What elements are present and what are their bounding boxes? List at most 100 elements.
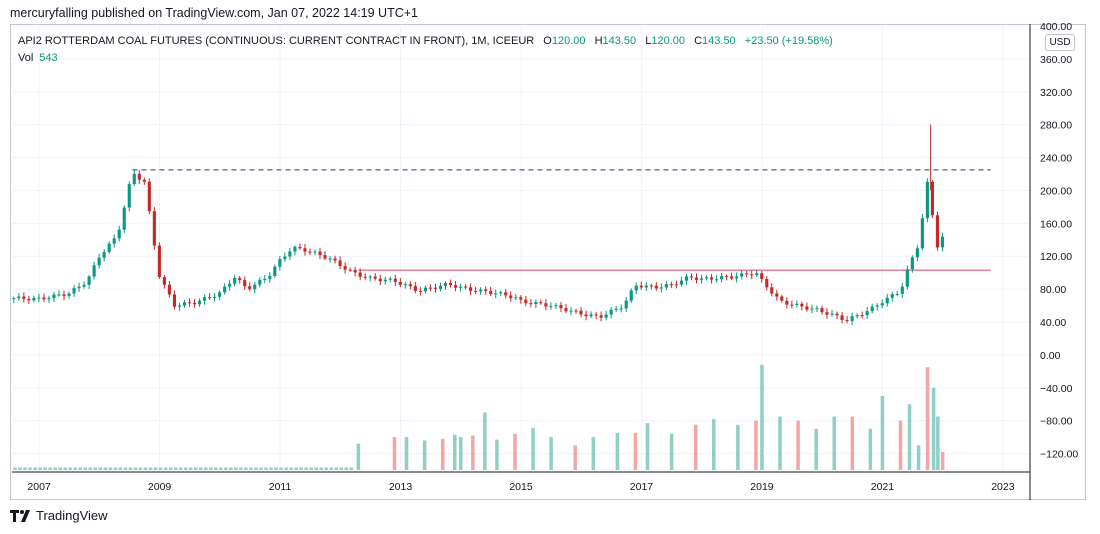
- volume-legend: Vol 543: [18, 52, 58, 64]
- currency-badge[interactable]: USD: [1045, 34, 1075, 51]
- candle-body: [649, 285, 653, 287]
- candle-body: [208, 297, 212, 299]
- chart-frame: [10, 24, 1086, 500]
- volume-bar: [254, 467, 258, 470]
- candle-body: [579, 310, 583, 315]
- candle-body: [679, 280, 683, 285]
- volume-bar: [931, 387, 936, 470]
- candle-body: [704, 277, 709, 279]
- candle-body: [865, 311, 869, 316]
- candle-body: [694, 277, 699, 280]
- candle-body: [745, 273, 749, 275]
- open-label: O: [543, 35, 552, 47]
- candle-body: [218, 292, 222, 297]
- volume-bars: [13, 364, 945, 470]
- candle-body: [67, 293, 71, 296]
- y-tick-label: 0.00: [1040, 350, 1061, 362]
- volume-bar: [78, 467, 83, 470]
- volume-bar: [229, 467, 233, 470]
- volume-bar: [591, 437, 596, 470]
- candle-body: [12, 298, 16, 300]
- candle-body: [448, 283, 453, 286]
- candle-body: [599, 315, 603, 318]
- candle-body: [855, 315, 859, 317]
- close-label: C: [694, 35, 703, 47]
- candle-body: [203, 297, 207, 301]
- candle-body: [62, 294, 66, 296]
- candle-body: [268, 276, 272, 279]
- candle-body: [358, 272, 362, 277]
- candle-body: [112, 238, 116, 244]
- volume-bar: [123, 467, 128, 470]
- close-value: 143.50: [702, 35, 736, 47]
- footer-brand[interactable]: TradingView: [10, 508, 108, 523]
- candle-body: [187, 302, 192, 304]
- candle-body: [589, 314, 593, 317]
- candle-body: [418, 290, 422, 292]
- candle-body: [750, 274, 754, 276]
- candle-body: [920, 218, 924, 249]
- candle-body: [77, 286, 81, 289]
- candle-body: [273, 266, 277, 277]
- candle-body: [534, 302, 538, 305]
- candle-body: [604, 314, 608, 318]
- candle-body: [353, 270, 357, 273]
- high-value: 143.50: [602, 35, 637, 47]
- volume-bar: [440, 438, 445, 470]
- candle-body: [182, 302, 187, 306]
- candle-body: [785, 300, 789, 305]
- volume-bar: [404, 437, 409, 470]
- volume-bar: [289, 467, 293, 470]
- candle-body: [107, 243, 111, 253]
- volume-bar: [198, 467, 203, 470]
- volume-bar: [118, 467, 123, 470]
- volume-bar: [209, 467, 213, 470]
- candle-body: [192, 302, 197, 305]
- candle-body: [47, 298, 51, 300]
- y-tick-label: 360.00: [1040, 54, 1072, 66]
- candle-body: [770, 287, 774, 294]
- candle-body: [529, 303, 533, 305]
- volume-bar: [615, 433, 620, 470]
- candle-body: [549, 306, 553, 308]
- candle-body: [494, 293, 498, 295]
- volume-bar: [214, 467, 218, 470]
- candle-body: [895, 293, 899, 295]
- volume-bar: [814, 428, 818, 470]
- volume-bar: [103, 467, 108, 470]
- candle-body: [584, 314, 588, 317]
- low-label: L: [645, 35, 652, 47]
- volume-bar: [796, 420, 800, 470]
- candle-body: [213, 296, 217, 298]
- candle-body: [298, 246, 302, 249]
- volume-bar: [754, 420, 758, 470]
- volume-bar: [98, 467, 103, 470]
- volume-bar: [193, 467, 198, 470]
- candle-body: [253, 284, 257, 290]
- candle-body: [433, 287, 438, 289]
- candle-body: [669, 284, 673, 286]
- tradingview-logo-icon: [10, 509, 30, 522]
- candle-body: [172, 294, 176, 307]
- candle-body: [403, 284, 407, 286]
- candle-body: [42, 297, 46, 300]
- volume-bar: [344, 467, 349, 470]
- candle-body: [815, 308, 819, 310]
- candle-body: [142, 179, 146, 182]
- volume-bar: [898, 420, 903, 470]
- candle-body: [413, 286, 417, 291]
- candle-body: [348, 269, 352, 271]
- candle-body: [910, 257, 914, 270]
- candle-body: [52, 294, 56, 299]
- candle-body: [459, 286, 463, 288]
- price-candles: [12, 124, 945, 326]
- volume-bar: [269, 467, 273, 470]
- candle-body: [263, 278, 267, 280]
- candle-body: [117, 229, 121, 239]
- candle-body: [624, 300, 628, 309]
- candle-body: [509, 295, 513, 299]
- axes: 400.00 360.00 320.00 280.00 240.00 200.00 160.…: [12, 21, 1078, 500]
- volume-bar: [53, 467, 57, 470]
- volume-bar: [83, 467, 88, 470]
- candle-body: [614, 308, 618, 310]
